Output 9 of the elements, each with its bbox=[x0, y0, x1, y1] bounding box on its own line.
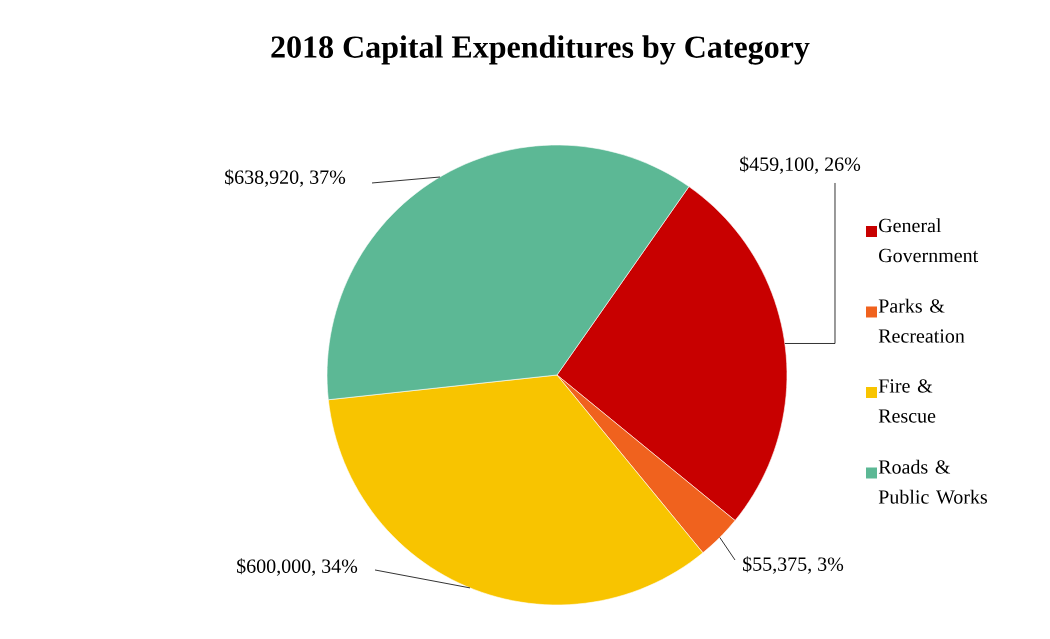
data-label: $600,000, 34% bbox=[237, 558, 358, 576]
chart-title: 2018 Capital Expenditures by Category bbox=[271, 35, 810, 65]
legend-label: Parks & Recreation bbox=[878, 298, 965, 343]
data-label: $55,375, 3% bbox=[743, 556, 844, 574]
legend-label: Roads & Public Works bbox=[878, 459, 988, 504]
data-label: $459,100, 26% bbox=[740, 156, 861, 174]
legend-label: Fire & Rescue bbox=[878, 379, 936, 423]
data-label: $638,920, 37% bbox=[225, 169, 346, 187]
legend-label: General Government bbox=[879, 218, 979, 263]
